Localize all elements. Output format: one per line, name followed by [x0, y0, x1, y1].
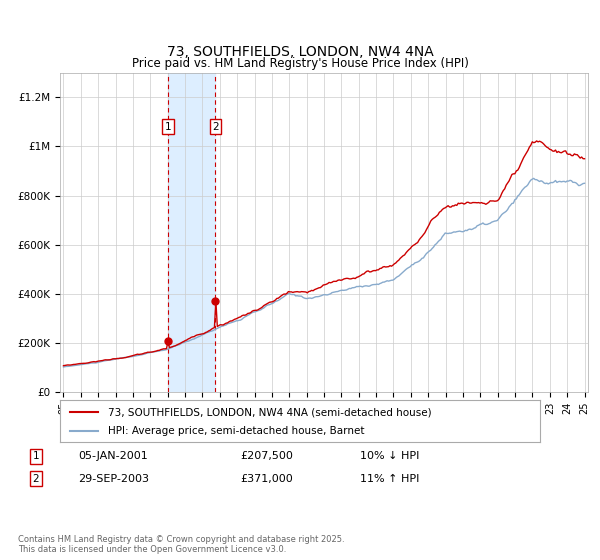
Bar: [169, 73, 215, 392]
Text: £207,500: £207,500: [240, 451, 293, 461]
Text: 11% ↑ HPI: 11% ↑ HPI: [360, 474, 419, 484]
Text: HPI: Average price, semi-detached house, Barnet: HPI: Average price, semi-detached house,…: [108, 426, 365, 436]
Text: Contains HM Land Registry data © Crown copyright and database right 2025.
This d: Contains HM Land Registry data © Crown c…: [18, 535, 344, 554]
Text: £371,000: £371,000: [240, 474, 293, 484]
Text: 2: 2: [212, 122, 219, 132]
Text: 29-SEP-2003: 29-SEP-2003: [78, 474, 149, 484]
Text: 2: 2: [32, 474, 40, 484]
Text: 1: 1: [32, 451, 40, 461]
Text: 73, SOUTHFIELDS, LONDON, NW4 4NA: 73, SOUTHFIELDS, LONDON, NW4 4NA: [167, 45, 433, 59]
Text: 10% ↓ HPI: 10% ↓ HPI: [360, 451, 419, 461]
Text: 73, SOUTHFIELDS, LONDON, NW4 4NA (semi-detached house): 73, SOUTHFIELDS, LONDON, NW4 4NA (semi-d…: [108, 407, 431, 417]
Text: 05-JAN-2001: 05-JAN-2001: [78, 451, 148, 461]
Text: Price paid vs. HM Land Registry's House Price Index (HPI): Price paid vs. HM Land Registry's House …: [131, 57, 469, 70]
Text: 1: 1: [165, 122, 172, 132]
